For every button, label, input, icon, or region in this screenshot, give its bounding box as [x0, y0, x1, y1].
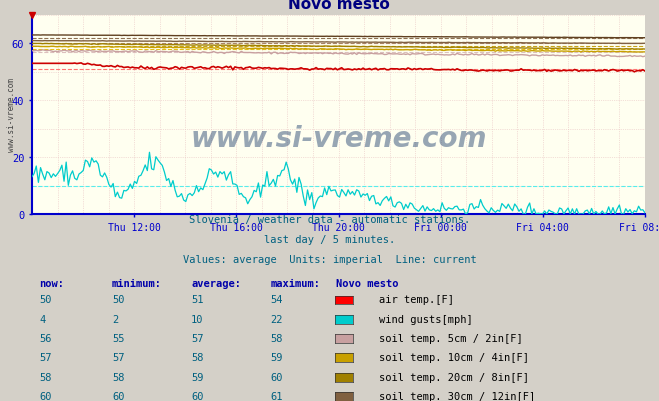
- Text: www.si-vreme.com: www.si-vreme.com: [7, 78, 16, 152]
- Text: 57: 57: [112, 352, 125, 363]
- Text: maximum:: maximum:: [270, 279, 320, 289]
- Text: 60: 60: [112, 391, 125, 401]
- Text: 60: 60: [191, 391, 204, 401]
- Text: soil temp. 20cm / 8in[F]: soil temp. 20cm / 8in[F]: [379, 372, 529, 382]
- Text: average:: average:: [191, 279, 241, 289]
- Text: minimum:: minimum:: [112, 279, 162, 289]
- Text: 57: 57: [40, 352, 52, 363]
- Text: air temp.[F]: air temp.[F]: [379, 295, 454, 305]
- Text: soil temp. 5cm / 2in[F]: soil temp. 5cm / 2in[F]: [379, 333, 523, 343]
- Text: soil temp. 10cm / 4in[F]: soil temp. 10cm / 4in[F]: [379, 352, 529, 363]
- Text: now:: now:: [40, 279, 65, 289]
- Text: 58: 58: [191, 352, 204, 363]
- Text: wind gusts[mph]: wind gusts[mph]: [379, 314, 473, 324]
- Text: 2: 2: [112, 314, 118, 324]
- Text: 59: 59: [191, 372, 204, 382]
- Text: 55: 55: [112, 333, 125, 343]
- Text: 50: 50: [112, 295, 125, 305]
- Text: 57: 57: [191, 333, 204, 343]
- Text: Novo mesto: Novo mesto: [336, 279, 399, 289]
- Text: Slovenia / weather data - automatic stations.: Slovenia / weather data - automatic stat…: [189, 215, 470, 225]
- Text: 22: 22: [270, 314, 283, 324]
- Text: last day / 5 minutes.: last day / 5 minutes.: [264, 235, 395, 245]
- Text: 59: 59: [270, 352, 283, 363]
- Text: 51: 51: [191, 295, 204, 305]
- Text: 54: 54: [270, 295, 283, 305]
- Text: www.si-vreme.com: www.si-vreme.com: [190, 125, 487, 153]
- Title: Novo mesto: Novo mesto: [287, 0, 389, 12]
- Text: Values: average  Units: imperial  Line: current: Values: average Units: imperial Line: cu…: [183, 255, 476, 265]
- Text: 60: 60: [40, 391, 52, 401]
- Text: 4: 4: [40, 314, 45, 324]
- Text: 61: 61: [270, 391, 283, 401]
- Text: 50: 50: [40, 295, 52, 305]
- Text: 58: 58: [40, 372, 52, 382]
- Text: 10: 10: [191, 314, 204, 324]
- Text: 60: 60: [270, 372, 283, 382]
- Text: 58: 58: [270, 333, 283, 343]
- Text: soil temp. 30cm / 12in[F]: soil temp. 30cm / 12in[F]: [379, 391, 535, 401]
- Text: 58: 58: [112, 372, 125, 382]
- Text: 56: 56: [40, 333, 52, 343]
